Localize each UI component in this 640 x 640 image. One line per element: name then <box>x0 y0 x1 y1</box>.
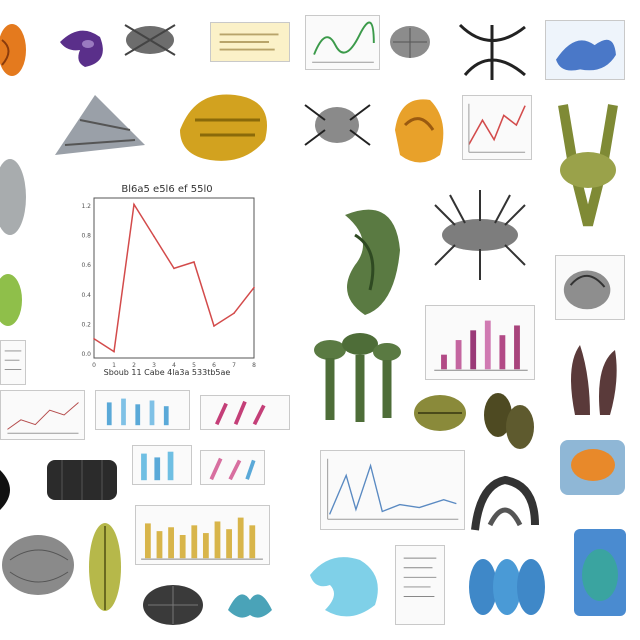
small-grey-chart-thumbnail <box>0 390 85 440</box>
data-point <box>233 312 235 314</box>
grey-insect-sketch <box>115 15 190 65</box>
y-tick-label: 1.2 <box>81 203 91 210</box>
purple-specimen-illustration <box>55 22 110 72</box>
x-axis-label: Sboub 11 Cabe 4la3a 533tb5ae <box>104 368 231 377</box>
orange-blue-organ-illustration <box>555 435 630 500</box>
pink-cyan-chart-thumbnail <box>200 450 265 485</box>
olive-plant-illustration <box>548 95 628 235</box>
dark-leaves-illustration <box>480 385 540 455</box>
y-tick-labels: 1.2 0.8 0.6 0.4 0.2 0.0 <box>81 203 91 358</box>
x-tick-label: 7 <box>232 362 236 369</box>
y-tick-label: 0.2 <box>81 321 91 328</box>
y-tick-label: 0.4 <box>81 292 91 299</box>
grey-microscope-thumbnail <box>555 255 625 320</box>
data-point <box>253 287 255 289</box>
cyan-shell-illustration <box>300 545 390 625</box>
grey-bone-sketch <box>45 85 155 165</box>
grey-leaf-sketch <box>0 155 28 240</box>
blue-specimen-thumbnail <box>545 20 625 80</box>
grey-brain-sketch <box>0 530 80 600</box>
data-point <box>113 351 115 353</box>
black-crustacean-sketch <box>450 15 535 85</box>
black-coral-sketch <box>138 580 208 630</box>
x-tick-label: 8 <box>252 362 256 369</box>
y-tick-label: 0.6 <box>81 262 91 269</box>
grey-shell-sketch <box>385 20 435 65</box>
cyan-bar-chart-thumbnail <box>95 390 190 430</box>
dark-fungus-illustration <box>42 455 122 505</box>
pink-bar-chart-thumbnail <box>200 395 290 430</box>
y-tick-label: 0.8 <box>81 233 91 240</box>
gold-skeleton-illustration <box>165 80 285 170</box>
spiny-larva-sketch <box>420 185 540 285</box>
blue-line-chart-thumbnail <box>320 450 465 530</box>
green-leaf-edge-illustration <box>0 270 22 330</box>
red-line-chart-thumbnail <box>462 95 532 160</box>
magenta-bar-chart-thumbnail <box>425 305 535 380</box>
orange-specimen-illustration <box>0 20 35 90</box>
red-leaf-specimen-illustration <box>560 335 630 420</box>
yellow-document-thumbnail <box>210 22 290 62</box>
green-curled-larva-illustration <box>325 195 410 320</box>
teal-specimen-sketch <box>220 580 280 625</box>
orange-shell-illustration <box>385 90 450 170</box>
grey-edge-thumbnail <box>0 340 26 385</box>
data-point <box>93 338 95 340</box>
plot-area <box>94 198 254 358</box>
data-point <box>173 268 175 270</box>
data-point <box>133 204 135 206</box>
cyan-column-chart-thumbnail <box>132 445 192 485</box>
green-mushroom-cluster-illustration <box>305 330 405 430</box>
x-tick-label: 0 <box>92 362 96 369</box>
grey-document-thumbnail <box>395 545 445 625</box>
blue-seed-pods-illustration <box>465 555 550 620</box>
green-line-chart-thumbnail <box>305 15 380 70</box>
striped-leaf-illustration <box>85 520 125 615</box>
data-point <box>153 236 155 238</box>
coral-sketch <box>465 470 545 540</box>
data-point <box>193 261 195 263</box>
olive-seed-pod-illustration <box>410 385 470 440</box>
data-point <box>213 325 215 327</box>
chart-title: Bl6a5 e5l6 ef 55l0 <box>121 184 212 195</box>
gold-bar-chart-thumbnail <box>135 505 270 565</box>
black-spiny-organism-sketch <box>295 85 380 165</box>
black-edge-sketch <box>0 460 25 515</box>
blue-green-specimen-thumbnail <box>570 525 630 620</box>
y-tick-label: 0.0 <box>81 351 91 358</box>
